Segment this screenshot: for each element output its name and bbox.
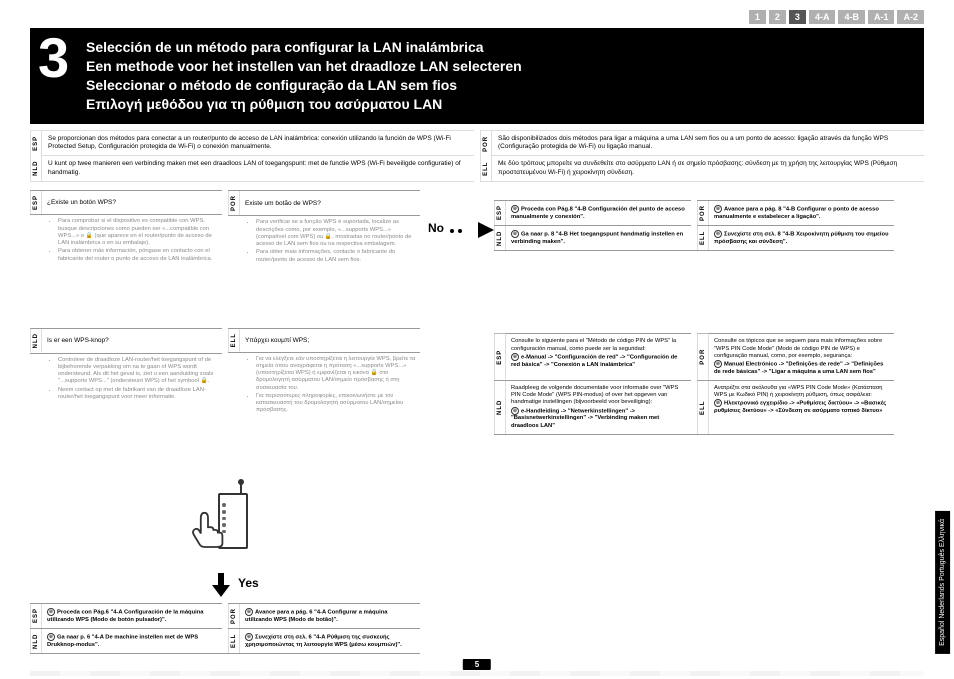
yes-result-block: ESP⊕Proceda con Pág.6 "4-A Configuración… xyxy=(30,603,420,654)
yes-nld: ⊕Ga naar p. 6 "4-A De machine instellen … xyxy=(42,629,222,653)
step-tab-2: 2 xyxy=(769,10,786,24)
intro-por: São disponibilizados dois métodos para l… xyxy=(492,131,924,156)
intro-grid: ESPSe proporcionan dos métodos para cone… xyxy=(30,130,924,183)
lang-tag-por: POR xyxy=(480,131,492,156)
q-nld: Is er een WPS-knop? xyxy=(42,334,222,347)
no-label: No xyxy=(428,221,444,235)
page: 1 2 3 4-A 4-B A-1 A-2 3 Selección de un … xyxy=(0,0,954,679)
hand-icon xyxy=(190,509,226,549)
no-ell: ⊕Συνεχίστε στη σελ. 8 "4-B Χειροκίνητη ρ… xyxy=(709,226,894,250)
intro-nld: U kunt op twee manieren een verbinding m… xyxy=(42,156,474,181)
no-result-block: ESP⊕Proceda con Pág.8 "4-B Configuración… xyxy=(494,200,894,251)
q-nld-bullets: Controleer de draadloze LAN-router/het t… xyxy=(42,354,222,405)
intro-row: ESPSe proporcionan dos métodos para cone… xyxy=(30,130,474,156)
q-esp-bullets: Para comprobar si el dispositivo es comp… xyxy=(42,215,222,266)
q-por-bullets: Para verificar se a função WPS é suporta… xyxy=(240,216,420,267)
bottom-section: Yes ESP⊕Proceda con Pág.6 "4-A Configura… xyxy=(30,479,924,659)
question-block-2: NLDIs er een WPS-knop? NLDControleer de … xyxy=(30,328,420,418)
lang-tag-ell: ELL xyxy=(480,156,492,181)
intro-row: NLDU kunt op twee manieren een verbindin… xyxy=(30,155,474,182)
arrow-down-icon xyxy=(208,573,234,601)
q-esp: ¿Existe un botón WPS? xyxy=(42,196,222,209)
pin-ell: Ανατρέξτε στα ακόλουθα για «WPS PIN Code… xyxy=(709,381,894,434)
lang-tag-esp: ESP xyxy=(30,131,42,156)
mid-section: ESP¿Existe un botón WPS? ESPPara comprob… xyxy=(30,190,924,475)
step-tabs: 1 2 3 4-A 4-B A-1 A-2 xyxy=(30,10,924,24)
pin-esp: Consulte lo siguiente para el "Método de… xyxy=(506,334,691,380)
no-nld: ⊕Ga naar p. 8 "4-B Het toegangspunt hand… xyxy=(506,226,691,250)
question-block-1: ESP¿Existe un botón WPS? ESPPara comprob… xyxy=(30,190,420,267)
arrow-right-icon xyxy=(476,220,496,242)
q-ell-bullets: Για να ελέγξετε εάν υποστηρίζεται η λειτ… xyxy=(240,353,420,419)
footer-bar xyxy=(30,671,924,676)
lang-tag-nld: NLD xyxy=(30,156,42,181)
step-tab-1: 1 xyxy=(749,10,766,24)
yes-esp: ⊕Proceda con Pág.6 "4-A Configuración de… xyxy=(42,604,222,628)
header-pt: Seleccionar o método de configuração da … xyxy=(86,76,910,95)
header-el: Επιλογή μεθόδου για τη ρύθμιση του ασύρμ… xyxy=(86,95,910,114)
intro-ell: Με δύο τρόπους μπορείτε να συνδεθείτε στ… xyxy=(492,156,924,181)
yes-por: ⊕Avance para a pág. 6 "4-A Configurar a … xyxy=(240,604,420,628)
router-illustration xyxy=(170,479,270,569)
step-tab-4a: 4-A xyxy=(809,10,836,24)
step-tab-4b: 4-B xyxy=(838,10,865,24)
header-es: Selección de un método para configurar l… xyxy=(86,38,910,57)
yes-ell: ⊕Συνεχίστε στη σελ. 6 "4-A Ρύθμιση της σ… xyxy=(240,629,420,653)
step-tab-a1: A-1 xyxy=(868,10,895,24)
intro-row: ELLΜε δύο τρόπους μπορείτε να συνδεθείτε… xyxy=(480,155,924,182)
q-por: Existe um botão de WPS? xyxy=(240,197,420,210)
intro-esp: Se proporcionan dos métodos para conecta… xyxy=(42,131,474,156)
step-tab-a2: A-2 xyxy=(897,10,924,24)
dots-icon xyxy=(450,225,476,237)
no-esp: ⊕Proceda con Pág.8 "4-B Configuración de… xyxy=(506,201,691,225)
language-sidebar: Español Nederlands Português Ελληνικά xyxy=(935,511,950,654)
no-por: ⊕Avance para a pág. 8 "4-B Configurar o … xyxy=(709,201,894,225)
page-number: 5 xyxy=(463,659,491,670)
header-box: 3 Selección de un método para configurar… xyxy=(30,28,924,124)
step-tab-3: 3 xyxy=(789,10,806,24)
pin-nld: Raadpleeg de volgende documentatie voor … xyxy=(506,381,691,434)
q-ell: Υπάρχει κουμπί WPS; xyxy=(240,334,420,347)
intro-row: PORSão disponibilizados dois métodos par… xyxy=(480,130,924,156)
pin-result-block: ESPConsulte lo siguiente para el "Método… xyxy=(494,333,894,435)
header-nl: Een methode voor het instellen van het d… xyxy=(86,57,910,76)
no-section: No xyxy=(428,220,496,242)
step-number: 3 xyxy=(38,30,69,86)
pin-por: Consulte os tópicos que se seguem para m… xyxy=(709,334,894,380)
yes-label: Yes xyxy=(238,576,259,590)
